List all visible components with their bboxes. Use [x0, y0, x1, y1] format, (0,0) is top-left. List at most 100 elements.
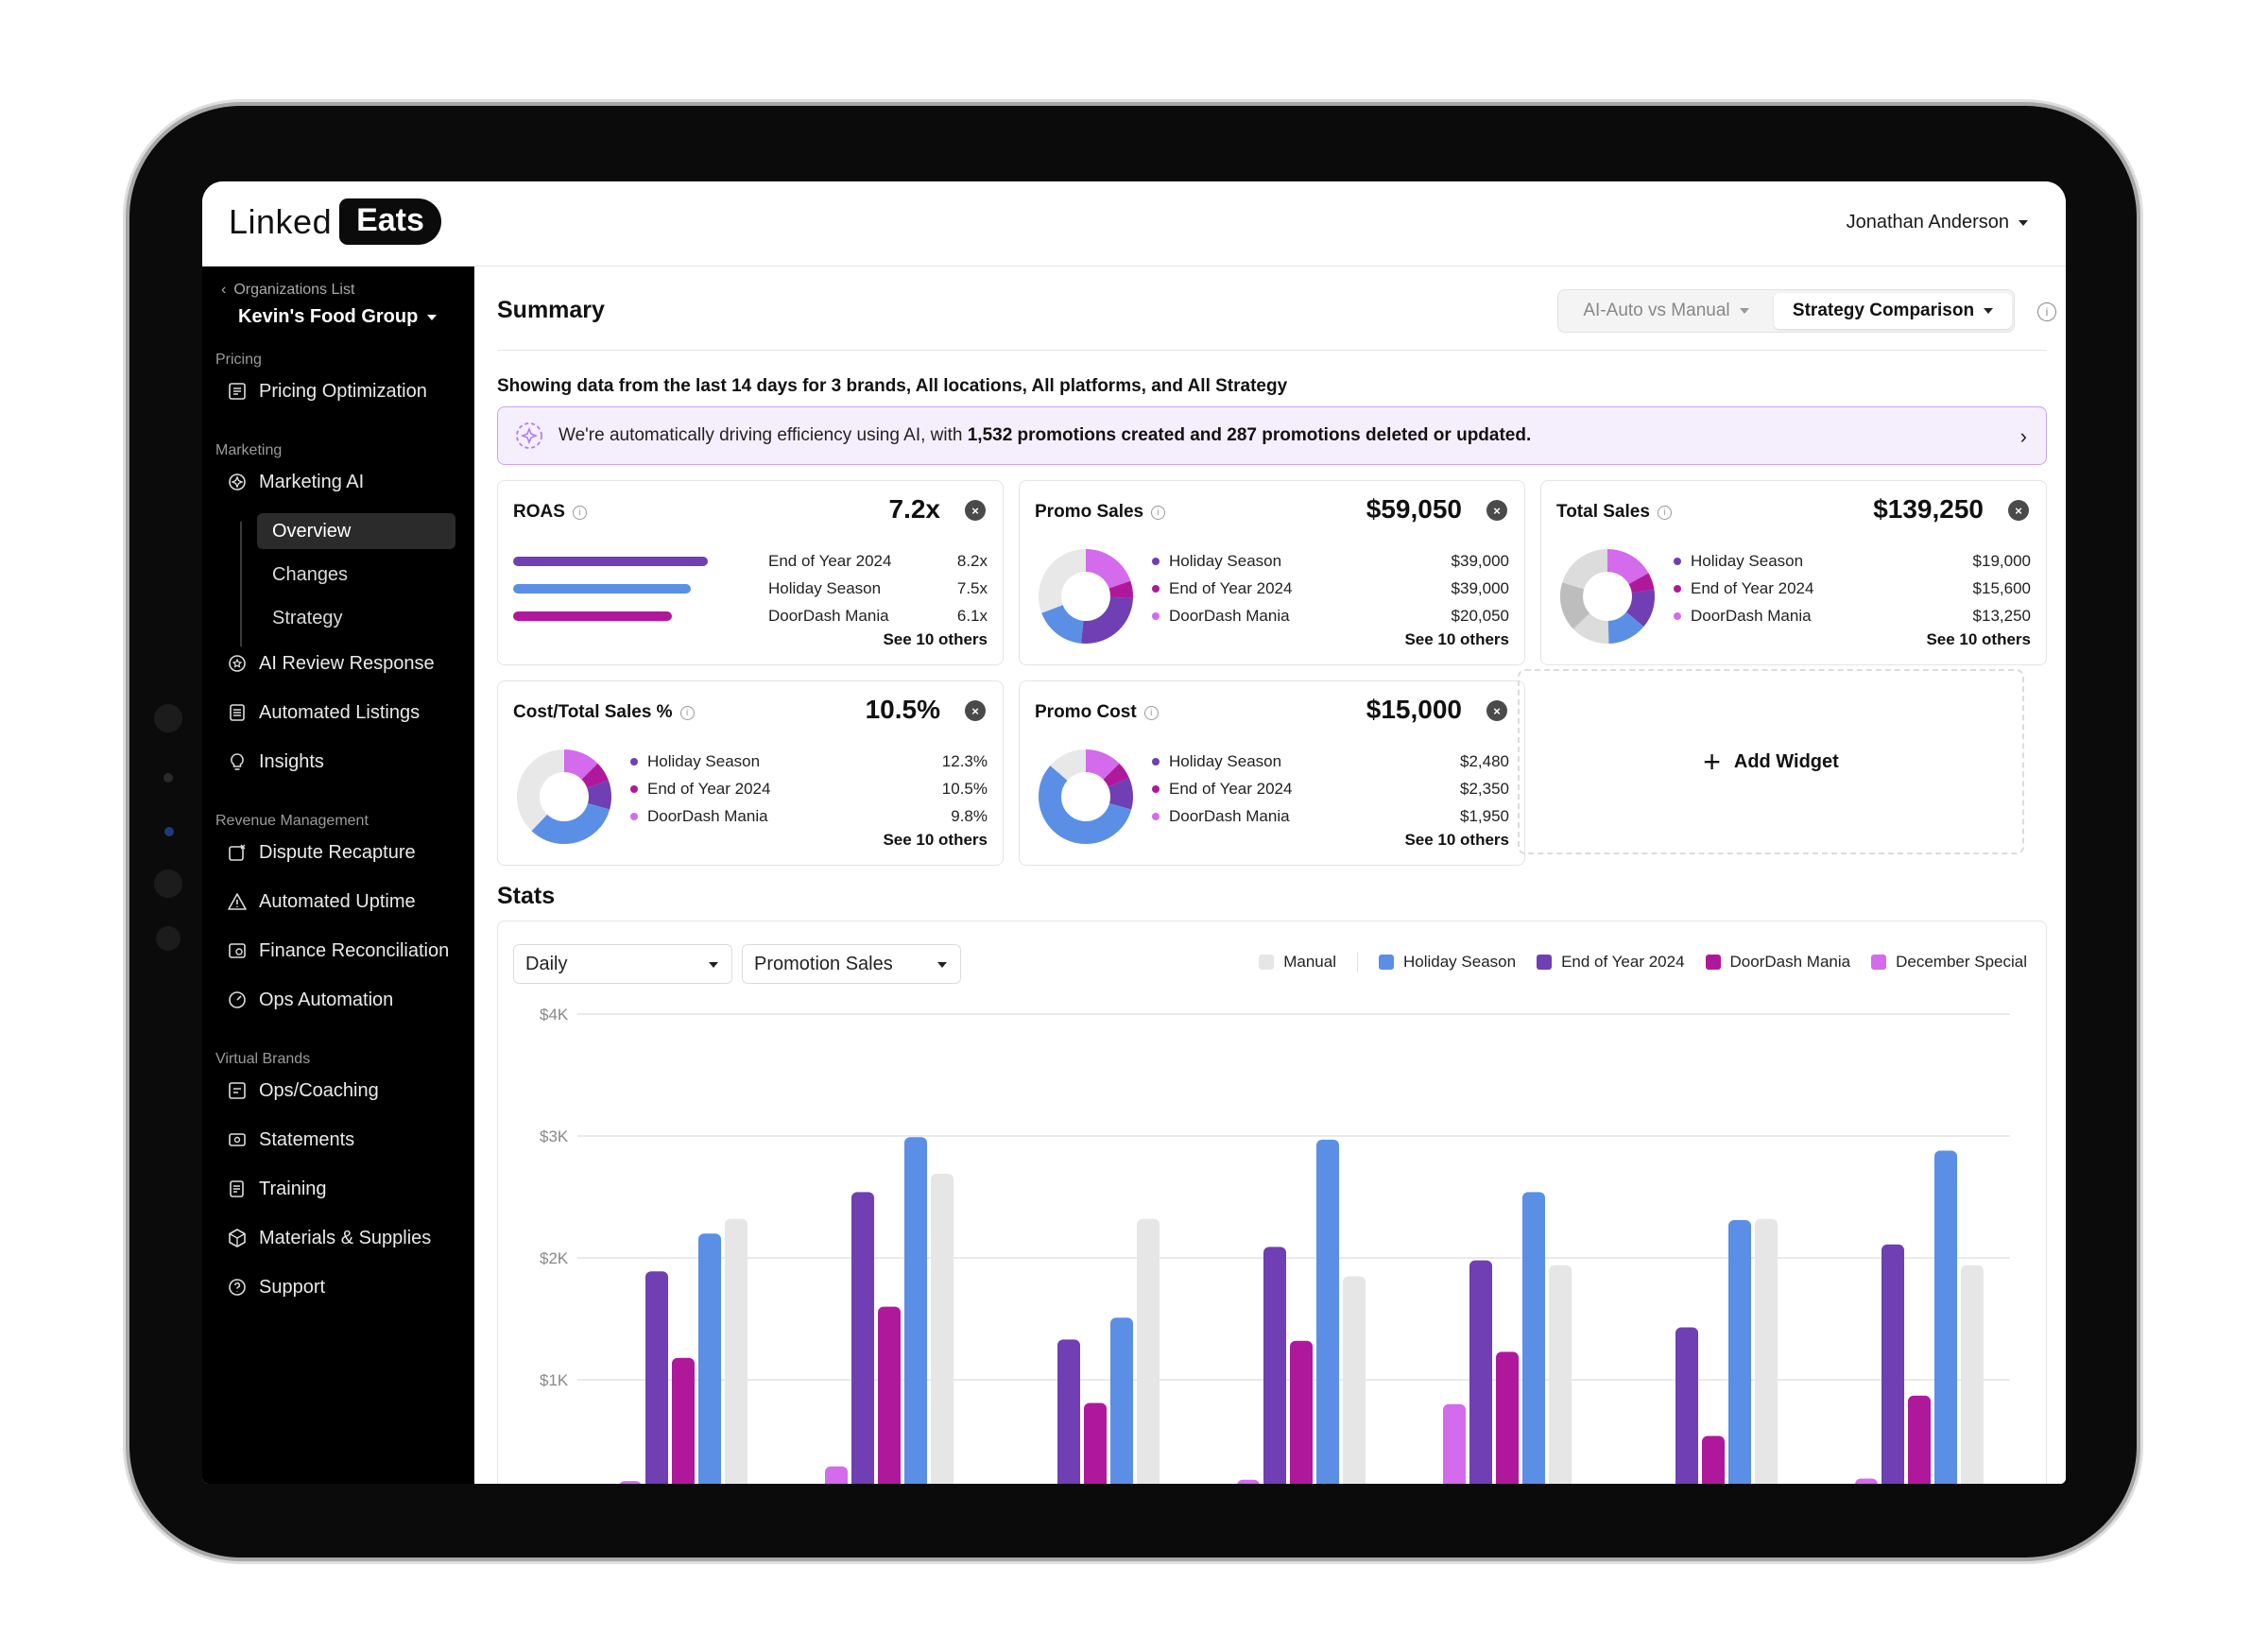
bar-end-of-year-2024[interactable]	[1469, 1260, 1492, 1484]
toggle-ai-auto-vs-manual[interactable]: AI-Auto vs Manual	[1558, 290, 1774, 332]
info-icon[interactable]: i	[1657, 505, 1672, 520]
sidebar-subitem-strategy[interactable]: Strategy	[272, 607, 343, 628]
close-icon[interactable]: ×	[1486, 700, 1507, 721]
bar-manual[interactable]	[1137, 1218, 1160, 1484]
sidebar-item-label: Materials & Supplies	[259, 1227, 432, 1248]
sidebar-item-training[interactable]: Training	[225, 1172, 327, 1206]
sidebar-item-materials-supplies[interactable]: Materials & Supplies	[225, 1221, 431, 1255]
close-icon[interactable]: ×	[1486, 500, 1507, 521]
bar-december-special[interactable]	[1443, 1403, 1466, 1484]
sidebar-item-support[interactable]: Support	[225, 1270, 325, 1304]
bar-holiday-season[interactable]	[904, 1137, 927, 1484]
info-icon[interactable]: i	[1151, 505, 1166, 520]
bar-doordash-mania[interactable]	[1908, 1395, 1931, 1484]
info-icon[interactable]: i	[572, 505, 587, 520]
bar-holiday-season[interactable]	[1934, 1150, 1957, 1484]
organizations-list-link[interactable]: ‹ Organizations List	[221, 282, 354, 299]
legend-name: Holiday Season	[647, 751, 761, 770]
info-icon[interactable]: i	[1143, 705, 1159, 720]
legend-dot	[1674, 611, 1681, 620]
legend-item-holiday-season[interactable]: Holiday Season	[1378, 953, 1517, 972]
sidebar-item-label: Finance Reconciliation	[259, 939, 450, 961]
bar-holiday-season[interactable]	[698, 1233, 721, 1484]
sidebar-item-pricing-optimization[interactable]: Pricing Optimization	[225, 374, 427, 408]
chevron-down-icon	[937, 962, 947, 968]
bar-holiday-season[interactable]	[1316, 1139, 1339, 1484]
org-selector[interactable]: Kevin's Food Group	[238, 306, 438, 328]
bar-end-of-year-2024[interactable]	[1881, 1244, 1904, 1484]
bar-december-special[interactable]	[619, 1481, 642, 1484]
legend-item-end-of-year[interactable]: End of Year 2024	[1537, 953, 1685, 972]
bar-manual[interactable]	[1549, 1265, 1572, 1484]
user-menu[interactable]: Jonathan Anderson	[1847, 212, 2028, 233]
donut-chart	[1560, 549, 1655, 644]
bar-holiday-season[interactable]	[1728, 1220, 1751, 1484]
legend-value: 12.3%	[941, 751, 988, 770]
see-others-link[interactable]: See 10 others	[1404, 831, 1509, 849]
sidebar-subitem-changes[interactable]: Changes	[272, 563, 349, 585]
see-others-link[interactable]: See 10 others	[1926, 630, 2031, 648]
sidebar-item-dispute-recapture[interactable]: Dispute Recapture	[225, 835, 416, 869]
bar-doordash-mania[interactable]	[1290, 1340, 1313, 1484]
see-others-link[interactable]: See 10 others	[883, 630, 988, 648]
bar-end-of-year-2024[interactable]	[851, 1192, 874, 1484]
close-icon[interactable]: ×	[965, 500, 986, 521]
toggle-strategy-comparison[interactable]: Strategy Comparison	[1774, 293, 2012, 329]
close-icon[interactable]: ×	[2008, 500, 2029, 521]
bar-doordash-mania[interactable]	[878, 1306, 901, 1484]
info-icon[interactable]: i	[2037, 302, 2056, 321]
legend-label: DoorDash Mania	[1729, 953, 1851, 971]
legend-name: End of Year 2024	[768, 551, 892, 570]
bar-december-special[interactable]	[1855, 1478, 1878, 1484]
legend-label: Holiday Season	[1402, 953, 1517, 971]
app-logo[interactable]: Linked Eats	[229, 198, 441, 245]
see-others-link[interactable]: See 10 others	[883, 831, 988, 849]
ai-efficiency-banner[interactable]: We're automatically driving efficiency u…	[497, 406, 2047, 465]
bar-end-of-year-2024[interactable]	[1057, 1339, 1080, 1484]
bar-manual[interactable]	[1343, 1276, 1366, 1484]
bar-doordash-mania[interactable]	[1084, 1403, 1107, 1484]
roas-legend: End of Year 2024 8.2x Holiday Season 7.5x …	[768, 547, 988, 629]
bar-manual[interactable]	[931, 1173, 954, 1484]
bar-doordash-mania[interactable]	[1496, 1351, 1519, 1484]
sidebar-item-ops-automation[interactable]: Ops Automation	[225, 983, 393, 1017]
bar-end-of-year-2024[interactable]	[1263, 1247, 1286, 1484]
y-tick-label: $2K	[540, 1249, 569, 1267]
bar-end-of-year-2024[interactable]	[645, 1271, 668, 1484]
banner-text-highlight: 1,532 promotions created and 287 promoti…	[967, 425, 1532, 445]
close-icon[interactable]: ×	[965, 700, 986, 721]
sidebar-item-ai-review-response[interactable]: AI Review Response	[225, 646, 435, 680]
sidebar-item-statements[interactable]: Statements	[225, 1123, 354, 1157]
add-widget-button[interactable]: + Add Widget	[1518, 669, 2024, 854]
bar-doordash-mania[interactable]	[1702, 1436, 1725, 1484]
bar-manual[interactable]	[725, 1218, 747, 1484]
bar-end-of-year-2024[interactable]	[1675, 1327, 1698, 1484]
bar-december-special[interactable]	[1237, 1479, 1260, 1484]
sidebar-item-ops-coaching[interactable]: Ops/Coaching	[225, 1074, 379, 1108]
legend-dot	[1152, 784, 1160, 793]
legend-item-december-special[interactable]: December Special	[1871, 953, 2027, 972]
stats-card: Daily Promotion Sales Manual Holiday Sea…	[497, 921, 2047, 1484]
sidebar-item-automated-listings[interactable]: Automated Listings	[225, 696, 420, 730]
main-content: Summary AI-Auto vs Manual Strategy Compa…	[474, 267, 2066, 1484]
sidebar-subitem-overview[interactable]: Overview	[257, 513, 455, 549]
bar-holiday-season[interactable]	[1110, 1317, 1133, 1484]
info-icon[interactable]: i	[679, 705, 695, 720]
y-tick-label: $1K	[540, 1371, 569, 1389]
bar-manual[interactable]	[1961, 1265, 1984, 1484]
legend-row: Holiday Season 7.5x	[768, 575, 988, 602]
sidebar-item-automated-uptime[interactable]: Automated Uptime	[225, 885, 416, 919]
bar-december-special[interactable]	[825, 1466, 848, 1484]
bar-manual[interactable]	[1755, 1218, 1778, 1484]
metric-select[interactable]: Promotion Sales	[742, 944, 961, 984]
sidebar-item-insights[interactable]: Insights	[225, 745, 324, 779]
see-others-link[interactable]: See 10 others	[1404, 630, 1509, 648]
sidebar-item-marketing-ai[interactable]: Marketing AI	[225, 465, 364, 499]
legend-item-doordash-mania[interactable]: DoorDash Mania	[1705, 953, 1851, 972]
bar-holiday-season[interactable]	[1522, 1192, 1545, 1484]
widget-value: $139,250	[1873, 494, 1984, 524]
period-select[interactable]: Daily	[513, 944, 732, 984]
legend-item-manual[interactable]: Manual	[1259, 953, 1336, 972]
bar-doordash-mania[interactable]	[672, 1357, 695, 1484]
sidebar-item-finance-reconciliation[interactable]: Finance Reconciliation	[225, 934, 449, 968]
